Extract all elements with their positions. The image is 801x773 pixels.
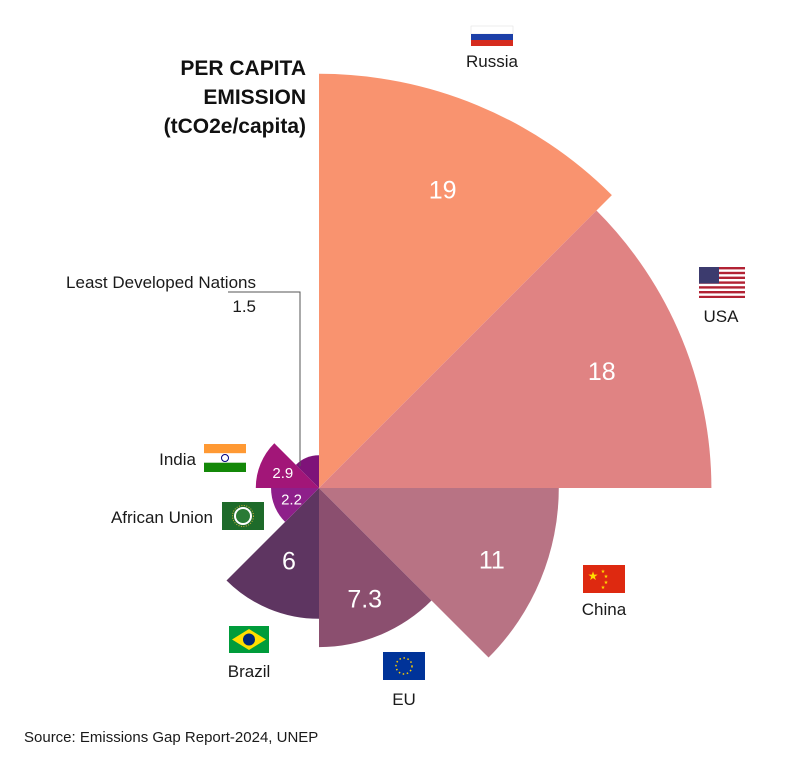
value-label-usa: 18	[588, 358, 616, 386]
label-china: China	[582, 600, 627, 619]
sector-eu	[319, 488, 432, 648]
source-note: Source: Emissions Gap Report-2024, UNEP	[24, 729, 318, 746]
chart-title-line-3: (tCO2e/capita)	[164, 115, 306, 138]
svg-text:★: ★	[601, 569, 606, 575]
label-brazil: Brazil	[228, 662, 271, 681]
label-india: India	[159, 450, 196, 469]
ldn-callout-line	[228, 291, 301, 466]
sectors-group	[226, 73, 712, 658]
svg-text:★: ★	[604, 580, 609, 586]
value-label-india: 2.9	[272, 465, 293, 482]
chart-title-line-2: EMISSION	[203, 86, 306, 109]
svg-text:★: ★	[604, 574, 609, 580]
russia-flag-icon	[470, 25, 514, 46]
label-african-union: African Union	[111, 508, 213, 527]
sector-usa	[319, 210, 712, 488]
eu-flag-icon	[383, 652, 425, 680]
label-eu: EU	[392, 690, 416, 709]
label-usa: USA	[704, 307, 740, 326]
value-label-russia: 19	[429, 177, 457, 205]
value-label-african-union: 2.2	[281, 491, 302, 508]
sector-india	[255, 443, 319, 488]
china-flag-icon: ★ ★ ★ ★ ★	[583, 565, 625, 593]
chart-title-line-1: PER CAPITA	[180, 57, 306, 80]
sector-russia	[319, 73, 612, 489]
value-label-china: 11	[479, 547, 505, 575]
label-russia: Russia	[466, 52, 519, 71]
value-label-eu: 7.3	[347, 585, 382, 613]
india-flag-icon	[204, 444, 246, 472]
svg-text:★: ★	[601, 585, 606, 591]
svg-text:★: ★	[588, 569, 599, 583]
african-union-flag-icon	[222, 502, 264, 530]
usa-flag-icon	[699, 267, 745, 298]
sector-african-union	[271, 488, 319, 522]
ldn-callout-value: 1.5	[232, 297, 256, 316]
brazil-flag-icon	[229, 626, 269, 653]
value-label-brazil: 6	[282, 548, 296, 576]
sector-least-developed-nations	[295, 455, 319, 488]
value-labels-group: 19 18 11 7.3 6 2.2 2.9	[272, 177, 615, 614]
sector-china	[319, 488, 559, 658]
sector-brazil	[226, 488, 319, 619]
ldn-callout-label: Least Developed Nations	[66, 273, 256, 292]
